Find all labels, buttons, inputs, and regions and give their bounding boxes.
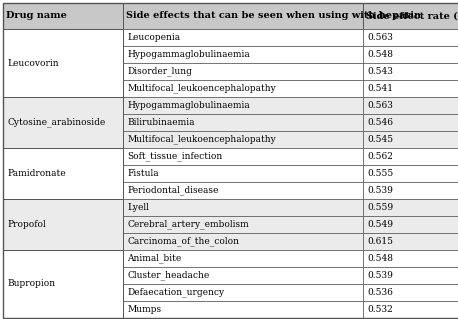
Bar xyxy=(363,131,458,148)
Bar xyxy=(123,182,363,199)
Bar xyxy=(363,216,458,233)
Text: Pamidronate: Pamidronate xyxy=(7,169,65,178)
Bar xyxy=(363,80,458,97)
Bar xyxy=(363,165,458,182)
Text: Periodontal_disease: Periodontal_disease xyxy=(127,186,218,195)
Text: 0.539: 0.539 xyxy=(367,271,393,280)
Text: 0.543: 0.543 xyxy=(367,67,393,76)
Text: 0.545: 0.545 xyxy=(367,135,393,144)
Bar xyxy=(363,148,458,165)
Bar xyxy=(123,80,363,97)
Text: 0.539: 0.539 xyxy=(367,186,393,195)
Text: Side effects that can be seen when using with heparin: Side effects that can be seen when using… xyxy=(126,11,421,20)
Text: Fistula: Fistula xyxy=(127,169,158,178)
Bar xyxy=(123,131,363,148)
Bar xyxy=(363,267,458,284)
Bar xyxy=(123,250,363,267)
Bar xyxy=(363,250,458,267)
Text: 0.563: 0.563 xyxy=(367,101,393,110)
Text: Bupropion: Bupropion xyxy=(7,279,55,288)
Text: 0.563: 0.563 xyxy=(367,33,393,42)
Bar xyxy=(123,46,363,63)
Bar xyxy=(363,97,458,114)
Text: 0.615: 0.615 xyxy=(367,237,393,246)
Bar xyxy=(363,29,458,46)
Bar xyxy=(3,148,123,199)
Bar xyxy=(123,97,363,114)
Text: Multifocal_leukoencephalopathy: Multifocal_leukoencephalopathy xyxy=(127,135,276,144)
Text: Multifocal_leukoencephalopathy: Multifocal_leukoencephalopathy xyxy=(127,84,276,93)
Bar xyxy=(363,114,458,131)
Bar xyxy=(363,199,458,216)
Text: Cerebral_artery_embolism: Cerebral_artery_embolism xyxy=(127,220,249,229)
Bar xyxy=(3,97,123,148)
Text: Leucovorin: Leucovorin xyxy=(7,58,59,68)
Text: Side effect rate (0–1): Side effect rate (0–1) xyxy=(366,11,458,20)
Bar xyxy=(363,46,458,63)
Bar xyxy=(363,3,458,29)
Text: Bilirubinaemia: Bilirubinaemia xyxy=(127,118,195,127)
Text: 0.562: 0.562 xyxy=(367,152,393,161)
Text: 0.549: 0.549 xyxy=(367,220,393,229)
Bar xyxy=(363,63,458,80)
Bar xyxy=(123,216,363,233)
Text: Cytosine_arabinoside: Cytosine_arabinoside xyxy=(7,118,105,127)
Text: 0.532: 0.532 xyxy=(367,305,393,314)
Bar xyxy=(363,182,458,199)
Bar xyxy=(123,114,363,131)
Text: 0.555: 0.555 xyxy=(367,169,393,178)
Bar xyxy=(123,29,363,46)
Bar xyxy=(3,3,123,29)
Bar xyxy=(123,284,363,301)
Bar xyxy=(123,199,363,216)
Text: Disorder_lung: Disorder_lung xyxy=(127,67,192,76)
Bar xyxy=(123,165,363,182)
Bar xyxy=(123,148,363,165)
Text: 0.536: 0.536 xyxy=(367,288,393,297)
Bar xyxy=(123,63,363,80)
Bar xyxy=(123,3,363,29)
Text: 0.559: 0.559 xyxy=(367,203,393,212)
Text: Mumps: Mumps xyxy=(127,305,161,314)
Text: Hypogammaglobulinaemia: Hypogammaglobulinaemia xyxy=(127,101,250,110)
Bar xyxy=(3,199,123,250)
Text: 0.548: 0.548 xyxy=(367,50,393,59)
Text: Animal_bite: Animal_bite xyxy=(127,254,181,263)
Bar xyxy=(363,284,458,301)
Bar xyxy=(123,233,363,250)
Text: 0.548: 0.548 xyxy=(367,254,393,263)
Text: Propofol: Propofol xyxy=(7,220,46,229)
Text: 0.541: 0.541 xyxy=(367,84,393,93)
Text: 0.546: 0.546 xyxy=(367,118,393,127)
Text: Defaecation_urgency: Defaecation_urgency xyxy=(127,288,224,297)
Bar xyxy=(123,301,363,318)
Text: Drug name: Drug name xyxy=(6,11,67,20)
Bar xyxy=(3,29,123,97)
Bar xyxy=(363,233,458,250)
Text: Cluster_headache: Cluster_headache xyxy=(127,271,209,280)
Bar xyxy=(363,301,458,318)
Text: Leucopenia: Leucopenia xyxy=(127,33,180,42)
Bar xyxy=(3,250,123,318)
Text: Soft_tissue_infection: Soft_tissue_infection xyxy=(127,152,222,161)
Text: Hypogammaglobulinaemia: Hypogammaglobulinaemia xyxy=(127,50,250,59)
Bar xyxy=(123,267,363,284)
Text: Lyell: Lyell xyxy=(127,203,149,212)
Text: Carcinoma_of_the_colon: Carcinoma_of_the_colon xyxy=(127,237,239,246)
